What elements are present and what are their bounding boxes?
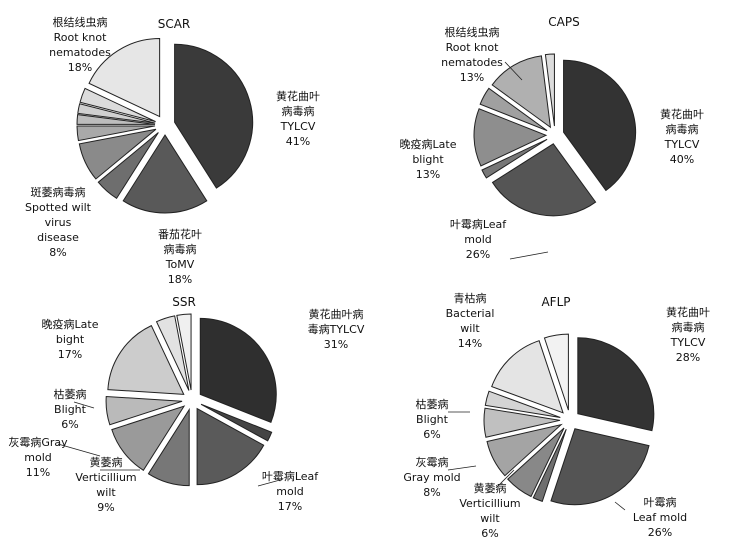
slice-label: 黄花曲叶病毒病 TYLCV 28%: [666, 305, 710, 364]
pie-slice: [532, 429, 567, 503]
slice-label: 枯萎病 Blight 6%: [416, 397, 449, 441]
pie-slice: [77, 103, 156, 124]
slice-label: 根结线虫病 Root knot nematodes 18%: [49, 15, 111, 74]
pie-slice: [76, 114, 156, 125]
pie-slice: [491, 340, 564, 414]
pie-slice: [79, 87, 156, 123]
pie-slice: [176, 313, 192, 391]
chart-title: AFLP: [541, 295, 570, 309]
pie-slice: [111, 405, 186, 471]
pie-slice: [199, 317, 277, 424]
pie-slice: [481, 138, 548, 179]
leader-line: [447, 465, 477, 471]
slice-label: 黄花曲叶病毒病TYLCV 31%: [308, 307, 365, 351]
slice-label: 青枯病 Bacterial wilt 14%: [446, 291, 495, 350]
slice-label: 叶霉病Leaf mold 26%: [450, 217, 507, 261]
pie-slice: [105, 395, 183, 426]
chart-title: SSR: [172, 295, 196, 309]
leader-line: [504, 61, 523, 81]
pie-slice: [122, 134, 208, 214]
pie-slice: [155, 315, 190, 391]
leader-line: [73, 401, 95, 409]
leader-line: [57, 443, 101, 457]
pie-slice: [543, 333, 569, 411]
chart-ssr: SSR 黄花曲叶病毒病TYLCV 31% 叶霉病Leaf mold 17% 黄萎病 Vert…: [8, 295, 365, 514]
pie-slice: [473, 108, 548, 167]
pie-slice: [563, 59, 637, 192]
pie-slice: [483, 407, 561, 438]
pie-slice: [486, 423, 563, 477]
pie-slice: [544, 53, 555, 127]
pie-slice: [196, 407, 265, 486]
slice-label: 黄花曲叶病毒病 TYLCV 40%: [660, 107, 704, 166]
pie-slice: [577, 337, 655, 432]
slice-label: 灰霉病 Gray mold 8%: [403, 455, 460, 499]
slice-label: 灰霉病Gray mold 11%: [8, 435, 68, 479]
chart-title: SCAR: [158, 17, 191, 31]
chart-title: CAPS: [548, 15, 579, 29]
slice-label: 番茄花叶病毒病 ToMV 18%: [158, 227, 202, 286]
pie-slice: [479, 87, 548, 132]
slice-label: 枯萎病 Blight 6%: [54, 387, 87, 431]
slice-label: 根结线虫病 Root knot nematodes 13%: [441, 25, 503, 84]
chart-scar: SCAR 黄花曲叶病毒病 TYLCV 41% 番茄花叶病毒病 ToMV 18% 斑萎病毒病 S…: [25, 15, 320, 286]
slice-label: 黄花曲叶病毒病 TYLCV 41%: [276, 89, 320, 148]
leader-line: [495, 469, 515, 489]
pie-slice: [491, 143, 597, 217]
slice-label: 晚疫病Late bight 17%: [42, 317, 99, 361]
chart-aflp: AFLP 黄花曲叶病毒病 TYLCV 28% 叶霉病 Leaf mold 26% 黄萎病 Ve…: [403, 291, 710, 540]
slice-label: 黄萎病 Verticillium wilt 6%: [459, 481, 520, 540]
pie-slice: [550, 428, 650, 506]
pie-slice: [507, 427, 565, 498]
slice-label: 叶霉病Leaf mold 17%: [262, 469, 319, 513]
leader-line: [614, 501, 626, 511]
pie-slice: [200, 403, 273, 442]
pie-slice: [484, 390, 561, 418]
pie-slice: [97, 132, 159, 200]
pie-slice: [76, 125, 156, 142]
slice-label: 斑萎病毒病 Spotted wilt virus disease 8%: [25, 185, 92, 259]
pie-slice: [491, 55, 552, 129]
pie-slice: [78, 128, 157, 180]
pie-slice: [147, 407, 190, 487]
slice-label: 晚疫病Late blight 13%: [400, 137, 457, 181]
pie-slice: [174, 43, 254, 189]
chart-caps: CAPS 黄花曲叶病毒病 TYLCV 40% 叶霉病Leaf mold 26% 晚疫病Lat…: [400, 15, 704, 261]
slice-label: 叶霉病 Leaf mold 26%: [633, 495, 687, 539]
leader-line: [257, 479, 281, 487]
pie-slice: [88, 38, 161, 118]
pie-slice: [107, 324, 185, 395]
leader-line: [509, 251, 549, 260]
slice-label: 黄萎病 Verticillium wilt 9%: [75, 455, 136, 514]
